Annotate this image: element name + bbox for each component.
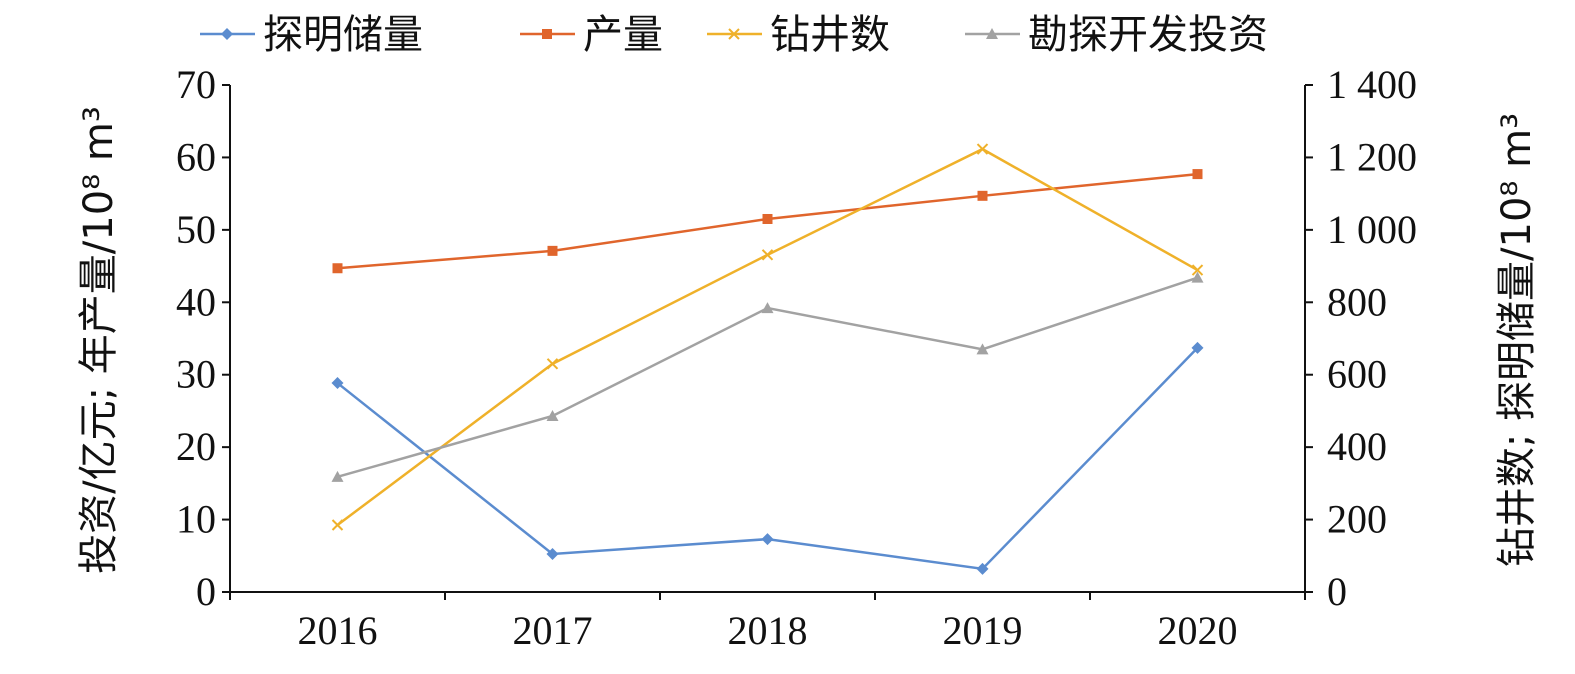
y-left-axis-title: 投资/亿元; 年产量/10⁸ m³: [76, 106, 122, 574]
data-point-x: [976, 143, 989, 155]
y-left-tick-label: 60: [176, 134, 216, 179]
y-right-axis-title: 钻井数; 探明储量/10⁸ m³: [1494, 113, 1540, 567]
data-point-triangle: [1191, 271, 1204, 283]
x-tick-label: 2019: [943, 608, 1023, 653]
y-right-tick-label: 400: [1327, 424, 1387, 469]
data-point-diamond: [1191, 341, 1204, 354]
data-point-diamond: [976, 562, 989, 575]
x-tick-label: 2017: [513, 608, 593, 653]
y-right-tick-label: 1 200: [1327, 134, 1417, 179]
legend-item: 探明储量: [200, 12, 423, 58]
data-point-square: [542, 29, 552, 39]
data-point-triangle: [986, 28, 998, 39]
data-point-x: [546, 358, 559, 370]
legend-label: 钻井数: [770, 12, 890, 58]
data-point-diamond: [546, 547, 559, 560]
y-right-tick-label: 600: [1327, 352, 1387, 397]
y-right-tick-label: 800: [1327, 279, 1387, 324]
legend-label: 勘探开发投资: [1028, 12, 1268, 58]
y-right-tick-label: 0: [1327, 569, 1347, 614]
data-point-square: [977, 190, 988, 201]
y-left-tick-label: 30: [176, 352, 216, 397]
x-tick-label: 2018: [728, 608, 808, 653]
legend-item: 勘探开发投资: [965, 12, 1268, 58]
y-right-tick-label: 1 000: [1327, 207, 1417, 252]
y-left-tick-label: 20: [176, 424, 216, 469]
axes: 0 10 20 30 40 50 60 70 0 200 400 600 800 1 000 1 200 1 …: [176, 62, 1417, 653]
data-point-x: [761, 249, 774, 261]
data-point-x: [331, 519, 344, 531]
data-point-triangle: [331, 470, 344, 482]
data-point-triangle: [546, 409, 559, 421]
data-point-diamond: [331, 377, 344, 390]
series-勘探开发投资: [331, 271, 1204, 482]
y-left-tick-label: 0: [196, 569, 216, 614]
series-line: [336, 147, 1199, 527]
data-point-square: [762, 213, 773, 224]
data-point-square: [547, 245, 558, 256]
data-point-x: [1191, 264, 1204, 276]
data-point-square: [1192, 169, 1203, 180]
series-钻井数: [331, 143, 1204, 531]
y-left-tick-label: 70: [176, 62, 216, 107]
series-产量: [332, 169, 1203, 274]
data-point-diamond: [221, 28, 233, 40]
series-探明储量: [331, 341, 1204, 575]
y-left-tick-label: 10: [176, 497, 216, 542]
y-left-tick-label: 40: [176, 279, 216, 324]
y-left-tick-label: 50: [176, 207, 216, 252]
data-point-x: [728, 28, 740, 40]
legend-label: 探明储量: [263, 12, 423, 58]
x-tick-label: 2016: [298, 608, 378, 653]
legend-item: 产量: [520, 12, 663, 58]
series-group: [331, 143, 1204, 575]
data-point-triangle: [761, 302, 774, 314]
legend-label: 产量: [583, 12, 663, 58]
data-point-diamond: [761, 533, 774, 546]
legend: 探明储量 产量 钻井数 勘探开发投资: [200, 12, 1268, 58]
y-right-tick-label: 200: [1327, 497, 1387, 542]
legend-item: 钻井数: [707, 12, 890, 58]
y-right-tick-label: 1 400: [1327, 62, 1417, 107]
data-point-triangle: [976, 343, 989, 355]
data-point-square: [332, 263, 343, 274]
x-tick-label: 2020: [1158, 608, 1238, 653]
